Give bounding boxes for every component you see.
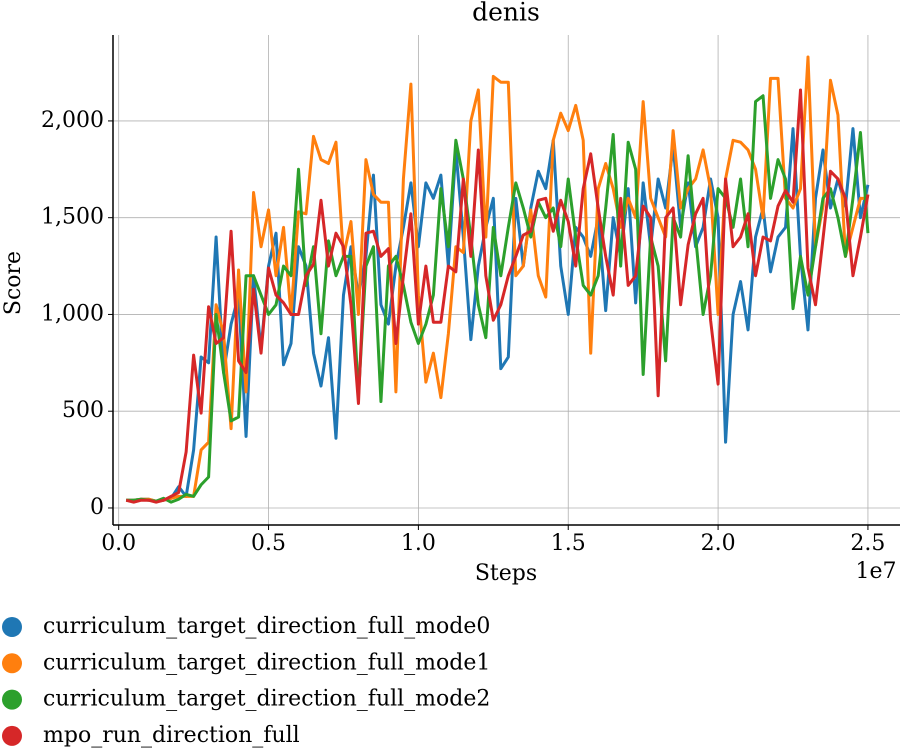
x-axis-label: Steps [475,561,537,586]
y-tick-label: 2,000 [41,108,104,133]
x-tick-label: 0.0 [101,531,136,556]
y-tick-label: 0 [90,495,104,520]
legend-marker [2,725,22,746]
x-tick-label: 2.5 [850,531,885,556]
legend-marker [2,653,22,674]
legend-marker [2,617,22,637]
y-tick-label: 500 [62,398,104,423]
x-tick-label: 0.5 [251,531,286,556]
series-line [126,127,870,503]
series-line [126,55,868,503]
legend-marker [2,689,22,710]
x-tick-label: 2.0 [701,531,736,556]
x-tick-label: 1.5 [551,531,586,556]
legend-label: curriculum_target_direction_full_mode1 [43,650,490,675]
legend-label: curriculum_target_direction_full_mode2 [43,687,490,712]
series-line [125,88,870,504]
series-line [126,94,870,504]
legend-label: curriculum_target_direction_full_mode0 [43,614,490,639]
chart-title: denis [472,0,540,27]
legend-label: mpo_run_direction_full [43,723,300,748]
y-tick-label: 1,000 [41,301,104,326]
x-offset-label: 1e7 [855,559,896,584]
y-tick-label: 1,500 [41,205,104,230]
y-axis-label: Score [1,251,26,315]
x-tick-label: 1.0 [401,531,436,556]
